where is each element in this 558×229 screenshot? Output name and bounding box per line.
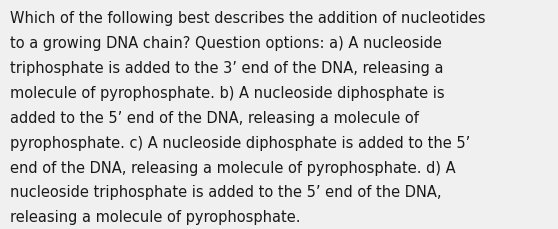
Text: releasing a molecule of pyrophosphate.: releasing a molecule of pyrophosphate.	[10, 209, 301, 224]
Text: end of the DNA, releasing a molecule of pyrophosphate. d) A: end of the DNA, releasing a molecule of …	[10, 160, 456, 175]
Text: added to the 5’ end of the DNA, releasing a molecule of: added to the 5’ end of the DNA, releasin…	[10, 110, 419, 125]
Text: nucleoside triphosphate is added to the 5’ end of the DNA,: nucleoside triphosphate is added to the …	[10, 185, 441, 199]
Text: pyrophosphate. c) A nucleoside diphosphate is added to the 5’: pyrophosphate. c) A nucleoside diphospha…	[10, 135, 470, 150]
Text: triphosphate is added to the 3’ end of the DNA, releasing a: triphosphate is added to the 3’ end of t…	[10, 61, 444, 76]
Text: Which of the following best describes the addition of nucleotides: Which of the following best describes th…	[10, 11, 485, 26]
Text: molecule of pyrophosphate. b) A nucleoside diphosphate is: molecule of pyrophosphate. b) A nucleosi…	[10, 86, 445, 101]
Text: to a growing DNA chain? Question options: a) A nucleoside: to a growing DNA chain? Question options…	[10, 36, 442, 51]
